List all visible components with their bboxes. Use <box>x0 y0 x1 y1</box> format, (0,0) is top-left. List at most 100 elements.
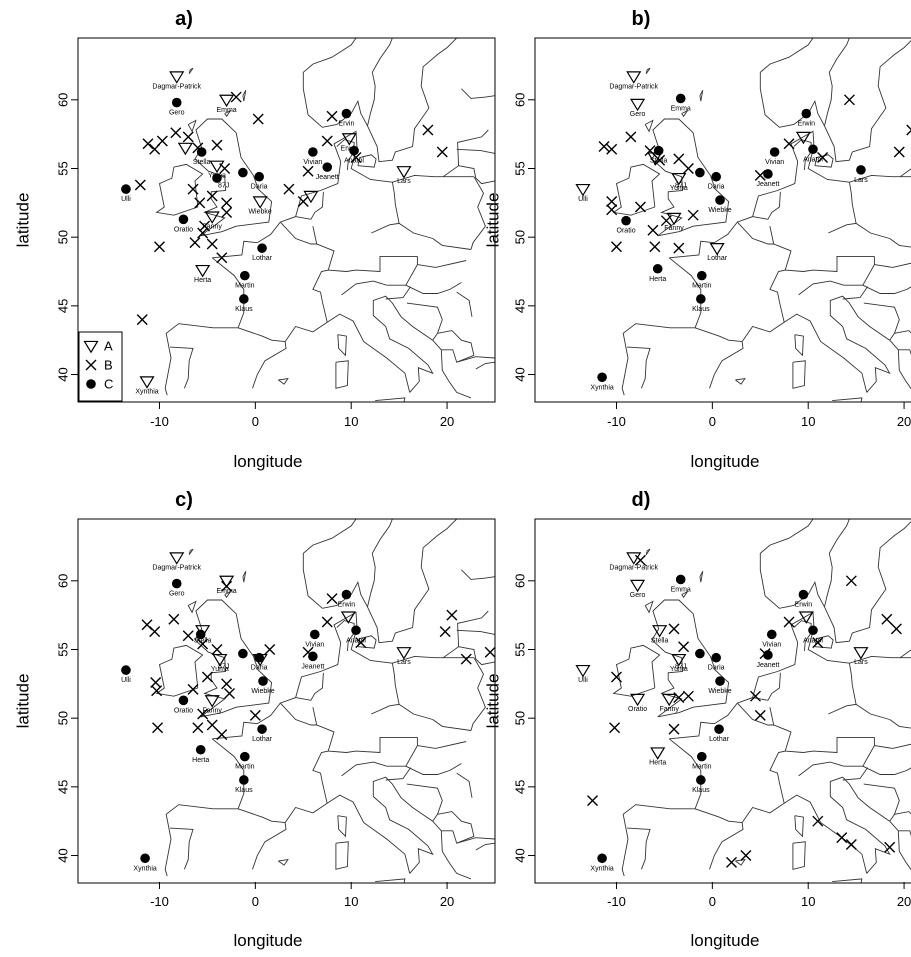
coastline-13 <box>337 334 347 357</box>
point-b-9 <box>182 131 194 143</box>
site-label-herta: Herta <box>649 760 666 767</box>
border-21 <box>237 808 286 824</box>
point-c-1 <box>196 147 207 157</box>
point-b-10 <box>673 153 685 165</box>
site-label-stella: Stella <box>193 159 211 166</box>
plot-frame <box>534 518 911 884</box>
point-c-8 <box>121 665 131 675</box>
border-28 <box>848 663 857 705</box>
y-axis-label: latitude <box>483 193 502 248</box>
border-30 <box>386 737 418 767</box>
coastline-1 <box>612 163 661 216</box>
border-28 <box>848 182 857 224</box>
point-c-8 <box>714 724 724 734</box>
coastline-14 <box>335 841 349 870</box>
site-label-lars: Lars <box>397 178 411 185</box>
coastline-11 <box>793 620 812 651</box>
site-label-erwin: Erwin <box>341 145 359 152</box>
coastline-19 <box>699 570 704 583</box>
point-b-20 <box>189 237 201 249</box>
panel-title: c) <box>175 489 193 511</box>
border-25 <box>769 226 775 245</box>
coastline-13 <box>794 815 804 838</box>
coastline-6 <box>829 295 911 393</box>
point-a-6 <box>204 211 220 224</box>
plot-frame <box>534 37 911 403</box>
site-label-wiebke: Wiebke <box>248 208 271 215</box>
annotation-label: 87J <box>675 664 686 671</box>
point-b-11 <box>682 162 694 174</box>
point-c-6 <box>856 165 866 175</box>
border-39 <box>824 519 850 608</box>
data-points: Dagmar-Patrick Emma Stella Yuma Fanny Lars Ger… <box>121 552 495 872</box>
point-b-27 <box>221 580 233 592</box>
border-35 <box>863 783 900 822</box>
coastline-1 <box>155 644 204 697</box>
site-label-anatol: Anatol <box>803 637 823 644</box>
point-b-23 <box>439 626 451 638</box>
point-b-25 <box>136 314 148 326</box>
point-a-2 <box>652 625 668 638</box>
coastline-20 <box>645 67 651 74</box>
border-38 <box>456 772 473 798</box>
coastline-18 <box>224 109 232 118</box>
point-c-4 <box>351 625 361 636</box>
point-b-25 <box>484 646 495 658</box>
coastline-11 <box>336 620 355 651</box>
point-b-23 <box>817 152 829 163</box>
point-c-7 <box>695 167 705 178</box>
site-label-ervin: Ervin <box>338 121 354 128</box>
border-30 <box>843 256 875 286</box>
site-label-anatol: Anatol <box>344 158 364 165</box>
point-b-26 <box>283 183 295 195</box>
point-c-9 <box>697 751 707 762</box>
y-tick-label: 50 <box>55 711 70 725</box>
point-c-5 <box>695 648 705 659</box>
coastline-2 <box>669 611 911 740</box>
y-tick-label: 55 <box>512 642 527 656</box>
point-b-4 <box>436 146 448 158</box>
site-label-vivian: Vivian <box>762 641 781 648</box>
point-b-7 <box>625 131 637 143</box>
point-c-4 <box>349 145 359 156</box>
coastline-12 <box>357 635 377 649</box>
point-c-11 <box>597 853 607 864</box>
coastline-15 <box>832 397 863 402</box>
point-c-3 <box>308 147 318 157</box>
site-label-xynthia: Xynthia <box>133 865 156 872</box>
border-28 <box>391 182 400 224</box>
point-c-10 <box>178 214 189 225</box>
y-tick-label: 55 <box>55 642 70 656</box>
annotation-label: 87J <box>218 664 229 671</box>
border-36 <box>894 811 911 837</box>
point-b-11 <box>223 687 235 699</box>
border-39 <box>367 38 393 127</box>
site-label-lothar: Lothar <box>707 255 728 262</box>
point-a-8 <box>798 611 814 624</box>
point-b-17 <box>264 643 276 655</box>
site-label-stella: Stella <box>650 158 668 165</box>
border-31 <box>889 238 911 248</box>
point-b-19 <box>199 220 211 232</box>
y-tick-label: 40 <box>55 367 70 381</box>
point-c-6 <box>238 167 248 178</box>
y-tick-label: 60 <box>512 574 527 588</box>
point-c-1 <box>801 108 812 119</box>
coastline-8 <box>302 38 357 115</box>
site-label-emma: Emma <box>671 105 691 112</box>
x-tick-label: 20 <box>440 414 454 429</box>
border-25 <box>312 226 318 245</box>
point-b-0 <box>634 554 646 566</box>
point-a-1 <box>219 575 235 589</box>
site-label-oratio: Oratio <box>628 706 647 713</box>
annotation-label: 87J <box>218 183 229 190</box>
point-c-5 <box>308 651 318 662</box>
border-32 <box>874 262 911 268</box>
data-points: Dagmar-Patrick Gero Stella Yuma Ulli Oratio Fa… <box>575 552 902 872</box>
point-b-23 <box>740 850 752 862</box>
coastline-20 <box>645 548 651 555</box>
y-tick-label: 45 <box>55 780 70 794</box>
coastline-6 <box>372 776 472 880</box>
site-label-gero: Gero <box>630 592 646 599</box>
